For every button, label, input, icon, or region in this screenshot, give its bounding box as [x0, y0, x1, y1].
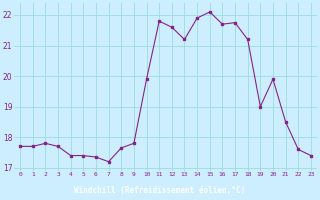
- Text: Windchill (Refroidissement éolien,°C): Windchill (Refroidissement éolien,°C): [75, 186, 245, 194]
